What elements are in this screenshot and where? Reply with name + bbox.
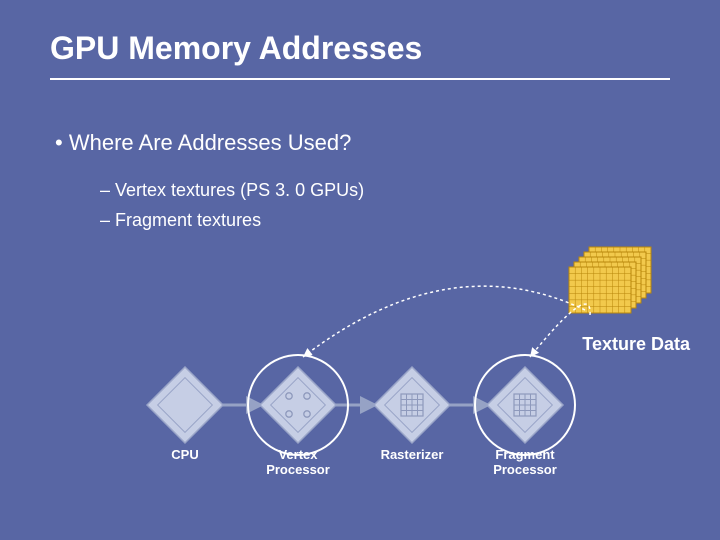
pipeline-diagram [0, 0, 720, 540]
stage-label-ras: Rasterizer [362, 448, 462, 463]
stage-label-cpu: CPU [135, 448, 235, 463]
stage-label-fp: FragmentProcessor [475, 448, 575, 478]
stage-label-vp: VertexProcessor [248, 448, 348, 478]
